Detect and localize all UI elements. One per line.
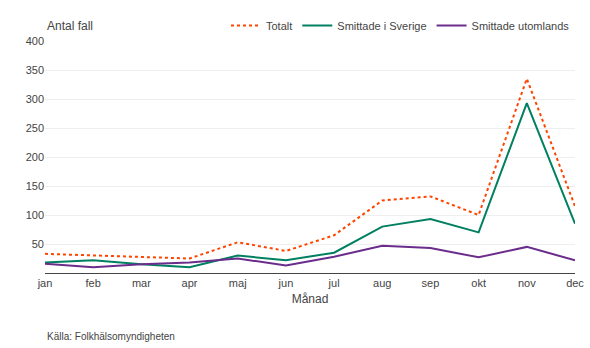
svg-text:apr: apr [182,277,198,289]
svg-text:200: 200 [26,151,44,163]
svg-text:Smittade utomlands: Smittade utomlands [472,20,570,32]
svg-text:aug: aug [373,277,391,289]
svg-text:350: 350 [26,64,44,76]
svg-text:jun: jun [278,277,294,289]
svg-text:mar: mar [132,277,151,289]
svg-text:Totalt: Totalt [266,20,292,32]
svg-text:jan: jan [37,277,53,289]
svg-text:sep: sep [422,277,440,289]
svg-text:150: 150 [26,180,44,192]
svg-text:nov: nov [518,277,536,289]
svg-text:jul: jul [328,277,340,289]
svg-text:okt: okt [471,277,486,289]
svg-text:Månad: Månad [292,292,329,306]
svg-text:dec: dec [566,277,584,289]
svg-text:400: 400 [26,35,44,47]
svg-text:Smittade i Sverige: Smittade i Sverige [337,20,426,32]
svg-text:100: 100 [26,209,44,221]
svg-text:300: 300 [26,93,44,105]
svg-text:Antal fall: Antal fall [47,19,93,33]
svg-text:250: 250 [26,122,44,134]
svg-text:feb: feb [86,277,101,289]
svg-text:Källa: Folkhälsomyndigheten: Källa: Folkhälsomyndigheten [47,331,175,342]
svg-text:50: 50 [32,238,44,250]
svg-text:maj: maj [229,277,247,289]
